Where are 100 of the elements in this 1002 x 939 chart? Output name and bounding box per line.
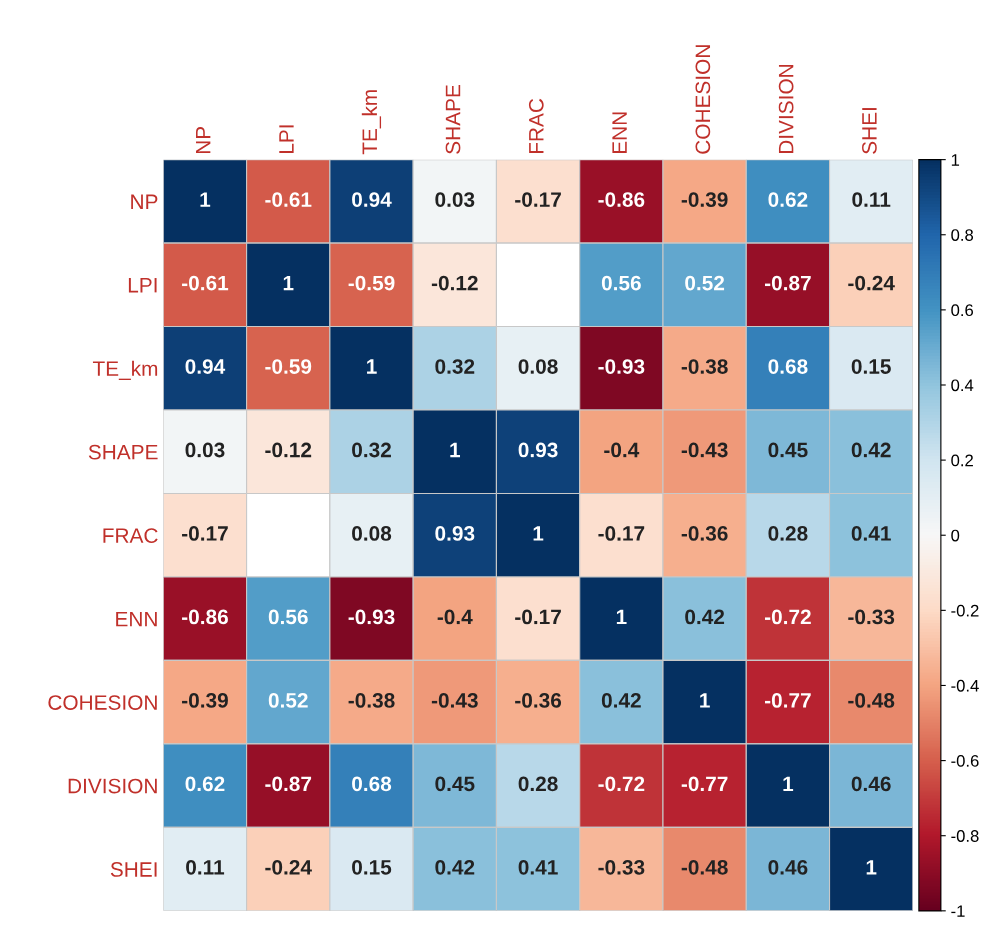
- data-label: 1: [616, 609, 627, 625]
- y-tick-label: FRAC: [103, 528, 158, 543]
- data-label: 0.68: [768, 359, 808, 374]
- data-label: 0.41: [851, 526, 891, 541]
- data-label: 0.03: [185, 442, 225, 458]
- data-label: 0.42: [601, 693, 641, 708]
- data-label: 0.46: [851, 776, 891, 792]
- data-label: -0.17: [515, 192, 561, 207]
- color-bar-label: -1: [951, 905, 965, 917]
- y-tick-label: SHEI: [110, 862, 157, 877]
- data-label: 1: [450, 442, 461, 458]
- x-tick-label: SHEI: [862, 108, 877, 154]
- data-label: 0.94: [185, 359, 226, 374]
- data-label: -0.43: [431, 693, 478, 708]
- data-label: -0.93: [598, 359, 645, 374]
- x-tick-label: LPI: [279, 125, 294, 154]
- data-label: 0.03: [435, 192, 475, 207]
- data-label: -0.59: [265, 359, 312, 374]
- data-label: -0.72: [764, 609, 811, 625]
- color-bar-label: 0.8: [951, 229, 974, 241]
- data-label: 1: [200, 192, 211, 207]
- data-label: -0.48: [681, 859, 728, 875]
- data-label: 0.93: [435, 526, 475, 541]
- color-bar-label: -0.2: [951, 604, 979, 617]
- y-tick-label: DIVISION: [68, 778, 157, 794]
- x-tick-label: SHAPE: [445, 85, 461, 154]
- color-bar-label: -0.6: [951, 754, 979, 767]
- y-tick-label: NP: [131, 194, 158, 209]
- data-label: -0.4: [604, 442, 640, 458]
- data-label: 0.62: [768, 192, 808, 207]
- data-label: -0.43: [681, 442, 728, 458]
- data-label: 1: [866, 860, 877, 875]
- data-label: -0.24: [265, 859, 312, 875]
- data-label: 0.28: [768, 526, 808, 541]
- data-label: 0.32: [435, 359, 475, 374]
- data-label: 0.45: [768, 442, 808, 458]
- data-label: -0.39: [182, 693, 228, 708]
- color-bar-label: -0.4: [951, 679, 979, 692]
- data-label: -0.12: [431, 275, 478, 291]
- x-tick-label: TE_km: [361, 90, 382, 155]
- data-label: -0.61: [265, 192, 312, 207]
- data-label: -0.24: [848, 275, 895, 291]
- data-label: 1: [783, 776, 794, 792]
- data-label: 0.15: [352, 859, 392, 875]
- data-label: -0.17: [182, 526, 228, 541]
- data-label: -0.33: [848, 609, 895, 625]
- color-bar-label: 0: [951, 529, 960, 542]
- data-label: -0.39: [681, 192, 728, 207]
- data-label: -0.38: [681, 359, 728, 374]
- data-label: -0.86: [182, 609, 228, 625]
- y-tick-label: COHESION: [48, 695, 157, 710]
- data-label: 0.32: [352, 442, 391, 458]
- data-label: 0.28: [518, 776, 558, 792]
- data-label: 0.94: [352, 192, 392, 207]
- data-label: -0.48: [848, 693, 895, 708]
- data-label: -0.77: [681, 776, 728, 792]
- data-label: 0.42: [685, 609, 725, 625]
- data-label: 0.08: [352, 526, 392, 541]
- x-tick-label: DIVISION: [778, 65, 794, 154]
- data-label: -0.93: [348, 609, 395, 625]
- data-label: -0.86: [598, 192, 645, 207]
- data-label: 0.41: [518, 859, 558, 875]
- data-label: 0.11: [186, 859, 225, 875]
- data-label: 0.52: [268, 693, 308, 708]
- x-tick-label: NP: [196, 126, 211, 154]
- data-label: 0.93: [518, 442, 558, 458]
- data-label: -0.72: [598, 776, 645, 792]
- data-label: 0.15: [851, 359, 891, 374]
- data-label: -0.38: [348, 693, 395, 708]
- y-tick-label: SHAPE: [88, 444, 158, 460]
- data-label: 0.68: [352, 776, 392, 792]
- color-bar-label: 1: [951, 154, 960, 166]
- data-label: 0.42: [851, 442, 891, 458]
- y-tick-label: TE_km: [92, 360, 158, 380]
- x-tick-label: ENN: [612, 112, 627, 154]
- data-label: -0.36: [681, 526, 728, 541]
- color-bar-label: -0.8: [951, 830, 979, 842]
- x-tick-label: COHESION: [695, 45, 711, 154]
- data-label: 0.11: [852, 192, 891, 207]
- data-label: -0.17: [515, 609, 561, 625]
- data-label: 1: [700, 693, 710, 708]
- data-label: 0.42: [435, 859, 475, 875]
- color-bar-label: 0.4: [951, 379, 974, 392]
- data-label: -0.4: [437, 609, 473, 625]
- data-label: 0.52: [685, 275, 725, 291]
- data-label: 0.08: [518, 359, 558, 374]
- data-label: 0.45: [435, 776, 475, 792]
- y-tick-label: LPI: [128, 278, 157, 293]
- color-bar-label: 0.2: [951, 454, 973, 467]
- data-label: -0.59: [348, 275, 395, 291]
- data-label: -0.12: [265, 442, 312, 458]
- data-label: 1: [367, 359, 377, 374]
- data-label: -0.87: [764, 275, 811, 291]
- data-label: -0.87: [265, 776, 312, 792]
- data-label: 0.46: [768, 859, 808, 875]
- data-label: 1: [533, 526, 544, 541]
- data-label: -0.17: [598, 526, 645, 541]
- data-label: 0.56: [268, 609, 308, 625]
- data-label: -0.77: [764, 693, 811, 708]
- data-label: -0.61: [182, 275, 229, 291]
